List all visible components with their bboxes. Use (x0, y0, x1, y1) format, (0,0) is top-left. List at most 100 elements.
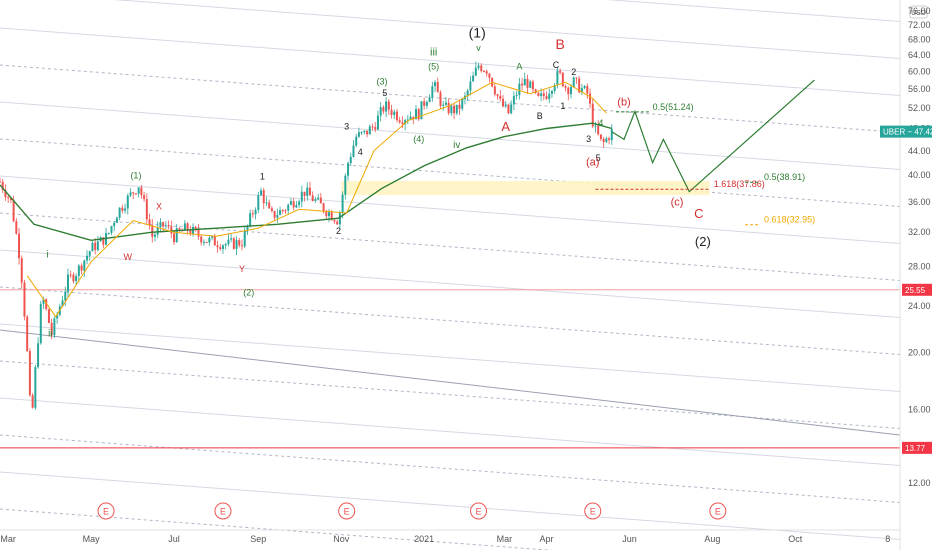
fib-label: 0.5(51.24) (653, 102, 694, 112)
wave-label: iii (430, 47, 437, 59)
candle-body (409, 116, 412, 120)
candle-body (594, 125, 597, 127)
wave-label: (c) (671, 197, 684, 209)
earnings-marker (470, 502, 488, 520)
candle-body (512, 95, 515, 105)
candle-body (610, 129, 613, 141)
candle-body (523, 78, 526, 86)
candle-body (357, 132, 360, 137)
candle-body (474, 67, 477, 76)
candle-body (398, 120, 401, 123)
y-tick-label: 64.00 (908, 50, 931, 60)
candle-body (608, 138, 611, 141)
candle-body (599, 134, 602, 139)
earnings-marker (709, 502, 727, 520)
candle-body (504, 104, 507, 107)
x-tick-label: Aug (704, 534, 720, 544)
channel-line (113, 0, 901, 59)
channel-line (0, 101, 901, 170)
candle-body (314, 199, 317, 202)
candle-body (75, 275, 78, 282)
candle-body (140, 187, 143, 196)
candle-body (428, 97, 431, 103)
wave-label: 3 (344, 122, 349, 132)
wave-label: 4 (358, 147, 363, 157)
candle-body (221, 245, 224, 250)
candle-body (379, 107, 382, 116)
candle-body (567, 87, 570, 95)
y-tick-label: 76.00 (908, 6, 931, 16)
candle-body (349, 156, 352, 164)
candle-body (170, 226, 173, 234)
candle-body (575, 77, 578, 79)
candle-body (540, 93, 543, 96)
y-tick-label: 28.00 (908, 261, 931, 271)
candle-body (224, 244, 227, 246)
candle-body (521, 83, 524, 86)
candle-body (545, 96, 548, 99)
candle-body (308, 187, 311, 196)
candle-body (417, 109, 420, 120)
time-axis[interactable]: Mar May Jul Sep Nov 2021 Mar Apr Jun Aug Oct 8 (0, 529, 900, 544)
candle-body (102, 237, 105, 245)
candle-body (537, 92, 540, 96)
candle-body (317, 197, 320, 200)
price-badges: UBER − 47.42 25.55 13.77 (880, 125, 932, 454)
candle-body (404, 120, 407, 125)
channel-line (0, 329, 901, 436)
price-badge-label: UBER − 47.42 (883, 128, 932, 137)
wave-label: Y (239, 264, 245, 274)
candle-body (186, 223, 189, 231)
candle-body (23, 282, 26, 317)
candle-body (360, 131, 363, 133)
candle-body (26, 316, 29, 352)
wave-label: A (516, 61, 522, 71)
candle-body (431, 86, 434, 98)
candle-body (151, 225, 154, 237)
candle-body (482, 71, 485, 73)
price-axis[interactable]: USD 76.00 72.00 68.00 64.00 60.00 56.00 52.00 4… (899, 0, 931, 550)
candle-body (425, 102, 428, 106)
candle-body (328, 212, 331, 217)
candle-body (564, 86, 567, 88)
candle-body (270, 208, 273, 212)
candle-body (556, 70, 559, 86)
candle-body (91, 242, 94, 252)
x-tick-label: Apr (540, 534, 554, 544)
candle-body (213, 236, 216, 246)
candle-body (246, 225, 249, 231)
channel-line (0, 471, 901, 540)
candle-body (395, 111, 398, 121)
wave-label: A (501, 119, 510, 134)
candle-body (124, 208, 127, 211)
candle-body (518, 83, 521, 95)
candle-body (47, 309, 50, 323)
x-tick-label: Jun (622, 534, 637, 544)
candle-body (45, 299, 48, 310)
candle-body (605, 138, 608, 143)
candle-body (69, 274, 72, 276)
candle-body (580, 88, 583, 93)
wave-labels: (1)iii v BA C2(5)(3)51BA(b)3(4)43iv45(a)1(1… (46, 25, 710, 340)
earnings-marker (584, 502, 602, 520)
channel-line (0, 175, 901, 244)
candle-body (374, 127, 377, 130)
candle-body (192, 227, 195, 235)
y-tick-label: 52.00 (908, 103, 931, 113)
candle-body (28, 351, 31, 396)
candle-body (534, 89, 537, 93)
channel-line (0, 249, 901, 318)
horizontal-levels (0, 289, 900, 449)
candle-body (189, 230, 192, 235)
candle-body (597, 125, 600, 135)
y-tick-label: 60.00 (908, 66, 931, 76)
candle-body (578, 78, 581, 93)
candle-body (15, 221, 18, 234)
candle-body (96, 241, 99, 251)
candle-body (496, 94, 499, 96)
target-zone-rect (341, 180, 710, 196)
candle-body (298, 201, 301, 205)
candle-body (260, 190, 263, 196)
y-tick-label: 68.00 (908, 34, 931, 44)
